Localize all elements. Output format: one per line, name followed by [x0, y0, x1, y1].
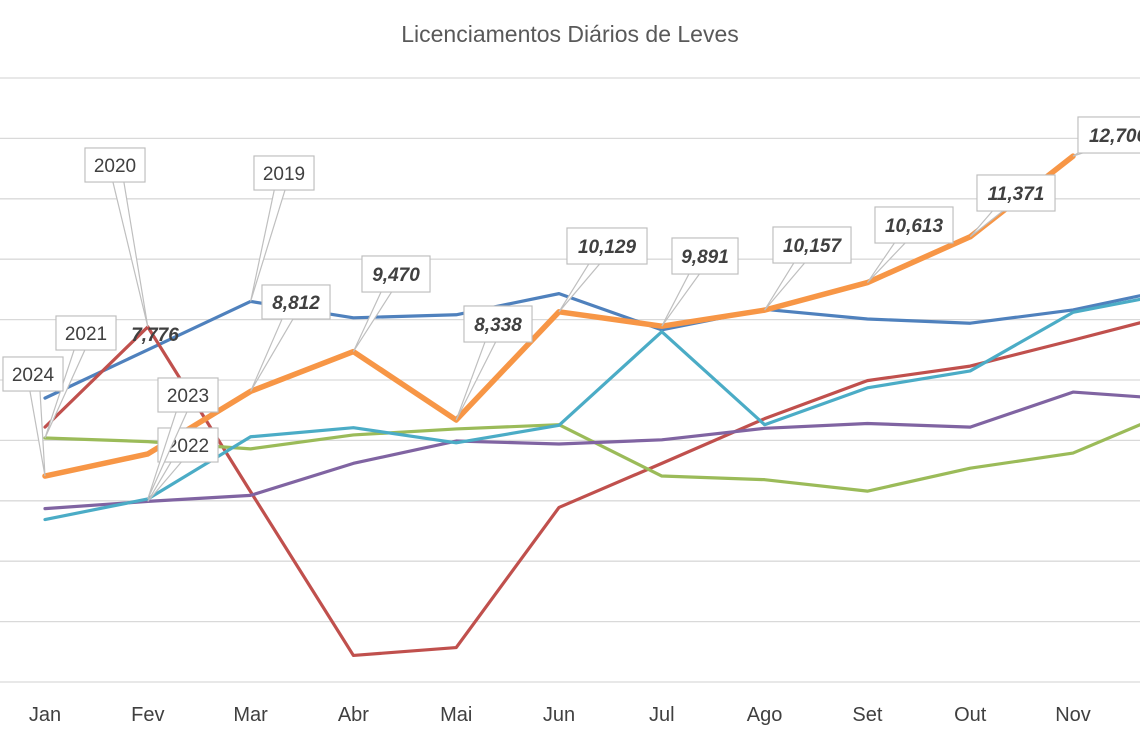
data-label-2024-1: 7,776	[131, 325, 179, 346]
x-tick-jun: Jun	[543, 704, 575, 726]
x-tick-mai: Mai	[440, 704, 472, 726]
series-line-2020	[43, 321, 1140, 658]
chart-title: Licenciamentos Diários de Leves	[401, 21, 739, 47]
x-tick-ago: Ago	[747, 704, 783, 726]
series-name-callout-2019: 2019	[250, 155, 315, 302]
data-label-2024-5: 10,129	[558, 227, 648, 313]
data-label-2024-8-text: 10,613	[885, 216, 944, 237]
series-line-2023	[43, 297, 1140, 522]
data-label-2024-8: 10,613	[866, 206, 954, 283]
data-label-2024-6-text: 9,891	[681, 247, 729, 268]
data-label-2024-7: 10,157	[764, 226, 852, 311]
x-axis-ticks: JanFevMarAbrMaiJunJulAgoSetOutNovDez	[29, 704, 1091, 726]
series-name-callout-2020-text: 2020	[94, 156, 136, 177]
x-tick-set: Set	[852, 704, 882, 726]
data-label-2024-4: 8,338	[455, 305, 533, 421]
x-tick-abr: Abr	[338, 704, 369, 726]
data-label-2024-2: 8,812	[250, 284, 331, 392]
data-label-2024-3-text: 9,470	[372, 265, 420, 286]
data-label-2024-2-text: 8,812	[272, 293, 320, 314]
x-tick-jul: Jul	[649, 704, 675, 726]
x-tick-jan: Jan	[29, 704, 61, 726]
data-label-2024-7-text: 10,157	[783, 236, 843, 257]
data-label-2024-3: 9,470	[352, 255, 431, 352]
series-line-2019	[43, 292, 1140, 400]
series-name-callout-2023-text: 2023	[167, 386, 209, 407]
series-name-callout-2019-text: 2019	[263, 164, 305, 185]
series-name-callout-2024-text: 2024	[12, 365, 55, 386]
x-tick-nov: Nov	[1055, 704, 1091, 726]
x-tick-mar: Mar	[233, 704, 268, 726]
data-label-2024-4-text: 8,338	[474, 315, 522, 336]
series-name-callout-2020-pointer	[108, 163, 149, 327]
data-label-2024-6: 9,891	[661, 237, 739, 327]
data-label-2024-9-text: 11,371	[988, 184, 1045, 205]
x-tick-out: Out	[954, 704, 987, 726]
series-name-callout-2020: 2020	[84, 147, 149, 327]
data-label-2024-10-text: 12,706	[1089, 126, 1140, 147]
x-tick-fev: Fev	[131, 704, 164, 726]
series-name-callout-2019-pointer	[250, 170, 291, 302]
series-name-callout-2021-text: 2021	[65, 324, 107, 345]
series-name-callout-2022-text: 2022	[167, 436, 209, 457]
callout-layer: 2019 2020 2021 2022 2023 2024 7,776 8,812 9,470 8…	[2, 116, 1140, 502]
data-label-2024-5-text: 10,129	[578, 237, 637, 258]
series-name-callout-2022: 2022	[147, 427, 219, 502]
series-line-2022	[43, 390, 1140, 511]
data-label-2024-9: 11,371	[969, 174, 1056, 238]
series-name-callout-2023: 2023	[147, 377, 219, 500]
series-name-callout-2024: 2024	[2, 356, 64, 477]
data-label-2024-10: 12,706	[1072, 116, 1140, 157]
